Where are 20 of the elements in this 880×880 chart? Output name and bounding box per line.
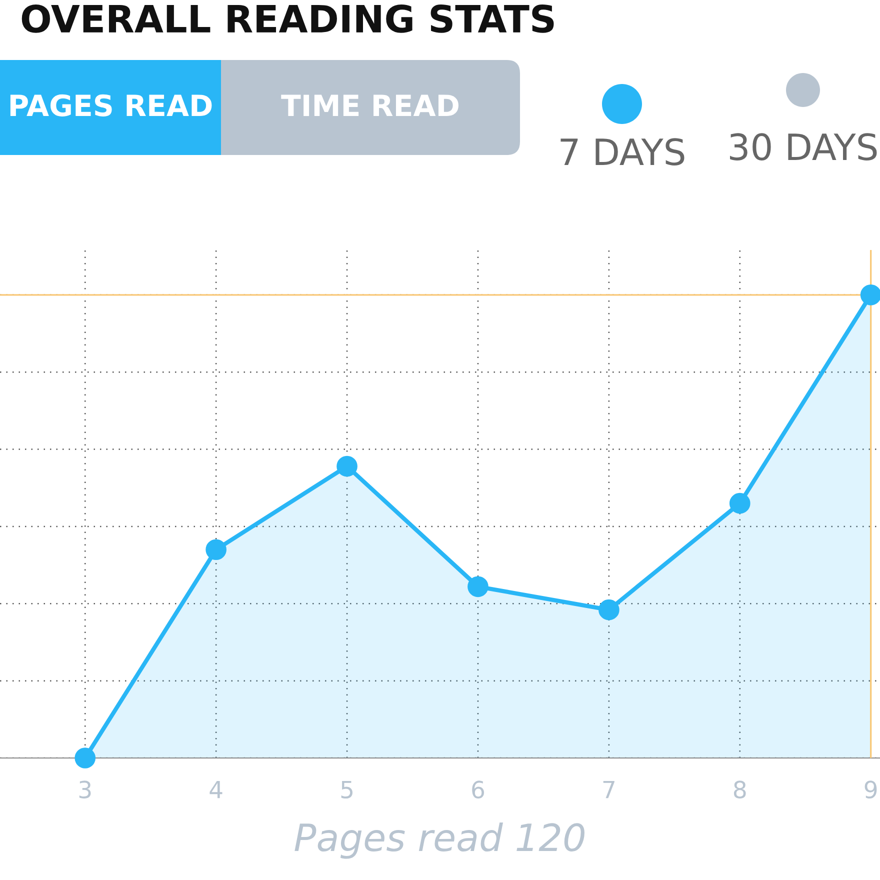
legend-label: 7 DAYS: [560, 138, 684, 166]
x-tick-label: 7: [603, 780, 614, 798]
point: [729, 492, 750, 514]
point: [336, 456, 358, 477]
x-tick-label: 4: [210, 780, 222, 798]
point: [468, 576, 488, 598]
x-tick-label: 5: [341, 780, 352, 798]
x-tick-label: 8: [734, 780, 746, 798]
point: [860, 284, 880, 306]
point: [598, 599, 620, 620]
x-tick-label: 3: [79, 780, 91, 798]
x-axis-title: Pages read 120: [294, 822, 584, 859]
point: [206, 539, 226, 560]
chart-title: OVERALL READING STATS: [22, 4, 554, 33]
text: PAGES READ: [10, 94, 212, 116]
legend-label: 30 DAYS: [730, 133, 877, 160]
x-tick-label: 6: [472, 780, 484, 798]
point: [74, 748, 96, 768]
text: TIME READ: [281, 94, 458, 116]
x-tick-label: 9: [864, 780, 877, 798]
